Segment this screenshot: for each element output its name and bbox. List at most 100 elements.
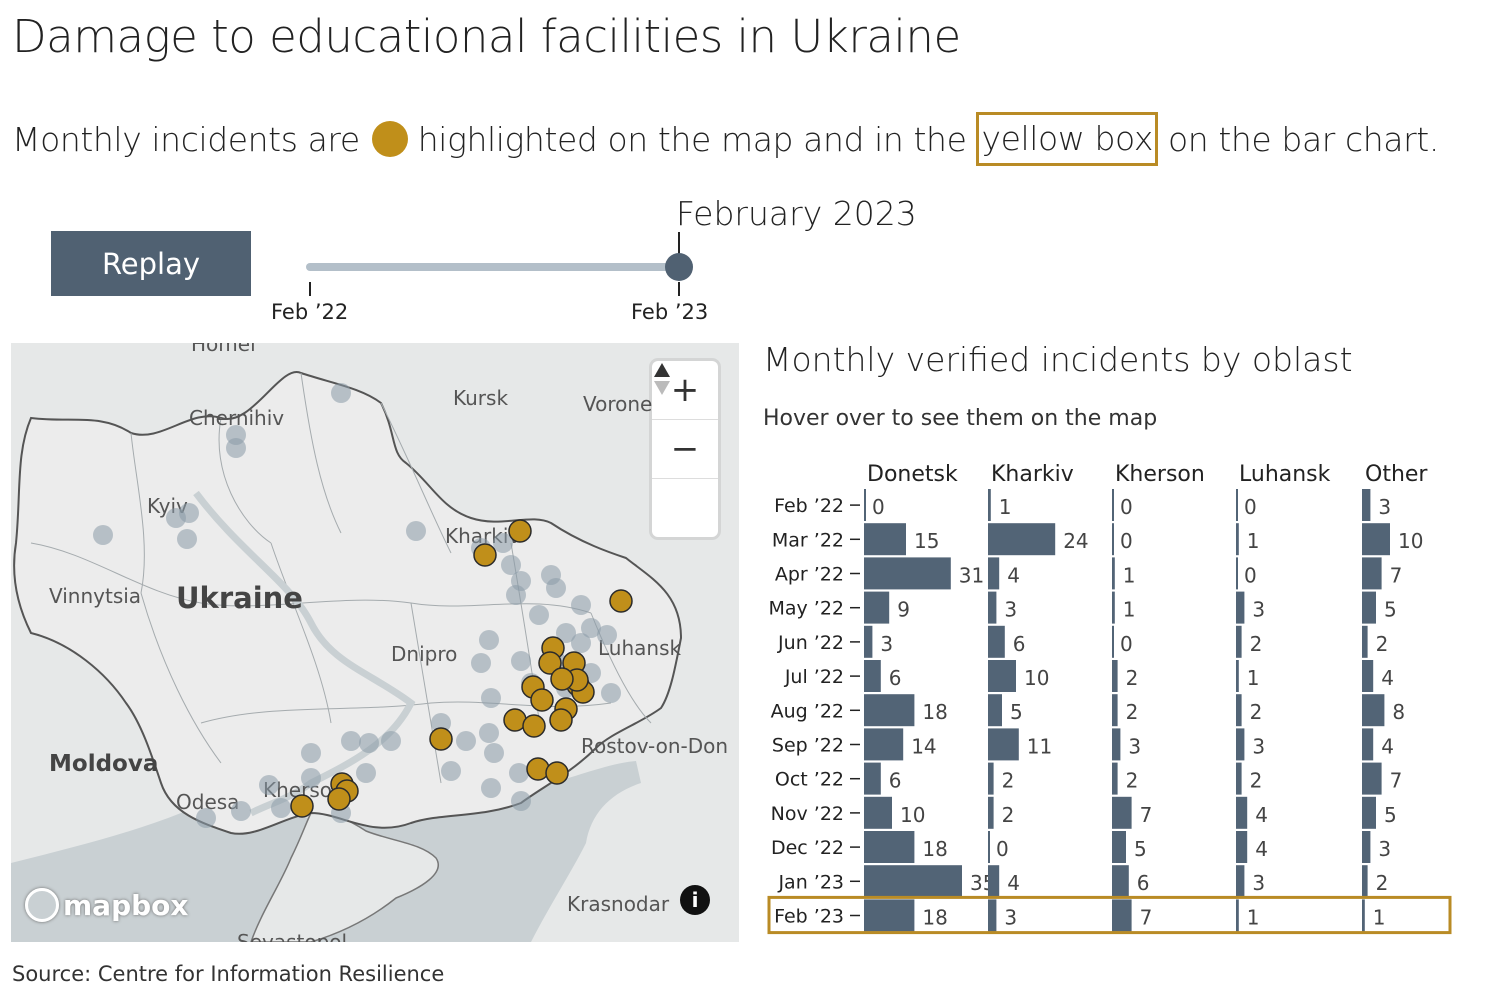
category-label: Aug ’22 — [771, 700, 844, 722]
current-incident-dot[interactable] — [550, 667, 574, 691]
past-incident-dot[interactable] — [93, 525, 113, 545]
bar — [1236, 694, 1242, 727]
past-incident-dot[interactable] — [341, 731, 361, 751]
past-incident-dot[interactable] — [509, 763, 529, 783]
past-incident-dot[interactable] — [506, 585, 526, 605]
compass-button[interactable] — [652, 363, 718, 537]
bar-value-label: 2 — [1376, 632, 1389, 656]
map-zoom-controls[interactable]: + − — [652, 361, 718, 537]
past-incident-dot[interactable] — [406, 521, 426, 541]
past-incident-dot[interactable] — [484, 743, 504, 763]
zoom-out-button[interactable]: − — [652, 420, 718, 479]
past-incident-dot[interactable] — [356, 763, 376, 783]
mapbox-logo: mapbox — [25, 888, 188, 922]
past-incident-dot[interactable] — [231, 801, 251, 821]
past-incident-dot[interactable] — [381, 731, 401, 751]
bar — [988, 523, 1056, 556]
past-incident-dot[interactable] — [481, 778, 501, 798]
label-moldova: Moldova — [49, 751, 158, 777]
bar — [864, 557, 951, 590]
current-incident-dot[interactable] — [538, 651, 562, 675]
current-incident-dot[interactable] — [530, 688, 554, 712]
past-incident-dot[interactable] — [301, 768, 321, 788]
current-incident-dot[interactable] — [508, 519, 532, 543]
bar-value-label: 5 — [1384, 598, 1397, 622]
past-incident-dot[interactable] — [441, 761, 461, 781]
current-incident-dot[interactable] — [327, 787, 351, 811]
past-incident-dot[interactable] — [511, 791, 531, 811]
past-incident-dot[interactable] — [177, 529, 197, 549]
past-incident-dot[interactable] — [179, 503, 199, 523]
current-incident-dot[interactable] — [290, 794, 314, 818]
past-incident-dot[interactable] — [479, 723, 499, 743]
bar — [1362, 899, 1365, 932]
past-incident-dot[interactable] — [501, 555, 521, 575]
label-vinnytsia: Vinnytsia — [49, 584, 141, 608]
series-header: Donetsk — [867, 462, 958, 487]
bar-value-label: 1 — [999, 495, 1012, 519]
replay-button[interactable]: Replay — [51, 231, 251, 296]
past-incident-dot[interactable] — [511, 651, 531, 671]
past-incident-dot[interactable] — [479, 630, 499, 650]
past-incident-dot[interactable] — [359, 733, 379, 753]
past-incident-dot[interactable] — [259, 775, 279, 795]
bar — [1236, 523, 1239, 556]
current-incident-dot[interactable] — [609, 589, 633, 613]
mapbox-logo-icon — [25, 888, 59, 922]
bar — [864, 865, 962, 898]
bar — [988, 899, 997, 932]
past-incident-dot[interactable] — [546, 578, 566, 598]
label-homel: Homel — [191, 343, 256, 356]
bar-value-label: 6 — [889, 666, 902, 690]
bar-value-label: 0 — [1244, 563, 1257, 587]
past-incident-dot[interactable] — [571, 595, 591, 615]
current-incident-dot[interactable] — [526, 757, 550, 781]
time-slider[interactable] — [0, 0, 1490, 340]
past-incident-dot[interactable] — [301, 743, 321, 763]
bar-value-label: 1 — [1247, 905, 1260, 929]
past-incident-dot[interactable] — [271, 798, 291, 818]
current-incident-dot[interactable] — [549, 708, 573, 732]
past-incident-dot[interactable] — [556, 623, 576, 643]
past-incident-dot[interactable] — [196, 808, 216, 828]
plus-icon: + — [670, 370, 700, 410]
bar — [1362, 625, 1368, 658]
past-incident-dot[interactable] — [581, 618, 601, 638]
incident-map[interactable]: Homel Kursk Chernihiv Voronezh Kyiv Khar… — [11, 343, 739, 942]
bar-value-label: 6 — [889, 769, 902, 793]
map-canvas[interactable]: Homel Kursk Chernihiv Voronezh Kyiv Khar… — [11, 343, 739, 942]
bar-value-label: 2 — [1250, 769, 1263, 793]
bar-value-label: 6 — [1013, 632, 1026, 656]
bar — [1112, 762, 1118, 795]
past-incident-dot[interactable] — [471, 653, 491, 673]
bar-value-label: 0 — [1244, 495, 1257, 519]
bar — [1112, 557, 1115, 590]
zoom-in-button[interactable]: + — [652, 361, 718, 420]
bar-value-label: 10 — [1398, 529, 1423, 553]
past-incident-dot[interactable] — [331, 383, 351, 403]
past-incident-dot[interactable] — [529, 605, 549, 625]
past-incident-dot[interactable] — [456, 731, 476, 751]
current-incident-dot[interactable] — [522, 714, 546, 738]
current-incident-dot[interactable] — [545, 761, 569, 785]
past-incident-dot[interactable] — [431, 713, 451, 733]
current-incident-dot[interactable] — [473, 543, 497, 567]
past-incident-dot[interactable] — [226, 438, 246, 458]
info-icon[interactable]: i — [680, 885, 710, 915]
bar — [988, 762, 994, 795]
bar-value-label: 3 — [1378, 837, 1391, 861]
bar-value-label: 1 — [1247, 666, 1260, 690]
category-label: Dec ’22 — [771, 837, 844, 859]
past-incident-dot[interactable] — [493, 533, 513, 553]
bar-value-label: 1 — [1123, 563, 1136, 587]
bar-value-label: 0 — [1120, 495, 1133, 519]
past-incident-dot[interactable] — [571, 633, 591, 653]
bar — [864, 762, 881, 795]
oblast-bar-chart[interactable]: Donetsk Kharkiv Kherson Luhansk Other Feb ’22… — [760, 450, 1480, 940]
past-incident-dot[interactable] — [597, 625, 617, 645]
label-krasnodar: Krasnodar — [567, 892, 670, 916]
past-incident-dot[interactable] — [481, 688, 501, 708]
current-incident-dot[interactable] — [429, 727, 453, 751]
label-rostov: Rostov-on-Don — [581, 734, 728, 758]
past-incident-dot[interactable] — [601, 683, 621, 703]
